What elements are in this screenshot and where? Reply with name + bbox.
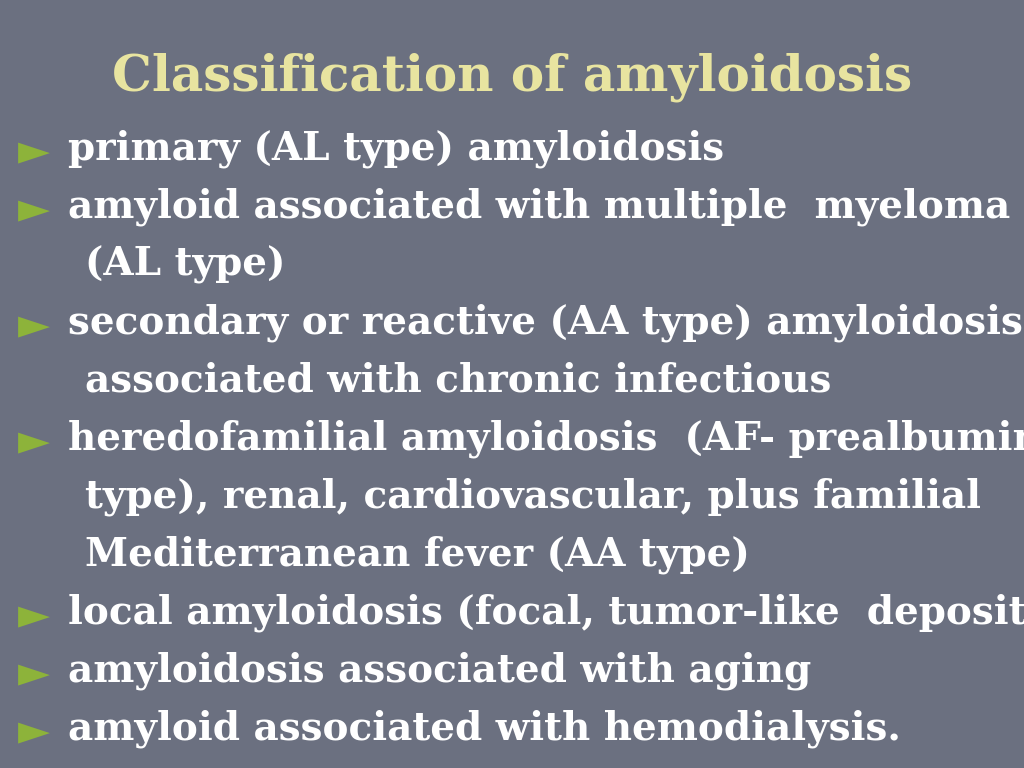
Text: primary (AL type) amyloidosis: primary (AL type) amyloidosis [68, 130, 724, 168]
Text: amyloid associated with multiple  myeloma: amyloid associated with multiple myeloma [68, 188, 1011, 227]
Text: local amyloidosis (focal, tumor-like  deposits ): local amyloidosis (focal, tumor-like dep… [68, 594, 1024, 633]
Text: heredofamilial amyloidosis  (AF- prealbumin: heredofamilial amyloidosis (AF- prealbum… [68, 420, 1024, 458]
Text: ►: ► [18, 594, 50, 636]
Text: Mediterranean fever (AA type): Mediterranean fever (AA type) [85, 536, 750, 574]
Text: amyloid associated with hemodialysis.: amyloid associated with hemodialysis. [68, 710, 901, 749]
Text: type), renal, cardiovascular, plus familial: type), renal, cardiovascular, plus famil… [85, 478, 981, 517]
Text: (AL type): (AL type) [85, 246, 286, 284]
Text: Classification of amyloidosis: Classification of amyloidosis [112, 52, 912, 101]
Text: ►: ► [18, 420, 50, 462]
Text: ►: ► [18, 304, 50, 346]
Text: ►: ► [18, 130, 50, 172]
Text: ►: ► [18, 188, 50, 230]
Text: associated with chronic infectious: associated with chronic infectious [85, 362, 831, 400]
Text: secondary or reactive (AA type) amyloidosis: secondary or reactive (AA type) amyloido… [68, 304, 1023, 343]
Text: amyloidosis associated with aging: amyloidosis associated with aging [68, 652, 811, 690]
Text: ►: ► [18, 652, 50, 694]
Text: ►: ► [18, 710, 50, 752]
